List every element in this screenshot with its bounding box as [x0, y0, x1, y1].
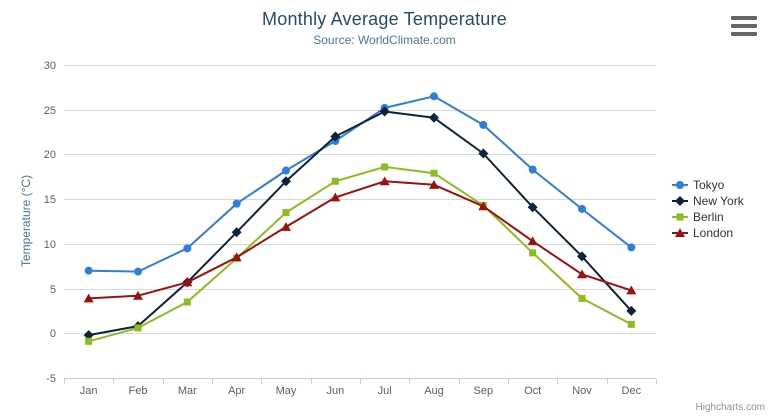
x-axis-label: Sep: [474, 385, 494, 397]
series-marker-new-york[interactable]: [231, 227, 242, 238]
legend-label: London: [693, 226, 734, 240]
series-marker-new-york[interactable]: [478, 148, 489, 159]
series-marker-new-york[interactable]: [527, 202, 538, 213]
x-axis-label: Mar: [178, 385, 197, 397]
series-line-tokyo[interactable]: [87, 95, 633, 273]
legend-symbol: [675, 196, 685, 206]
series-marker-berlin[interactable]: [430, 169, 438, 177]
series-marker-london[interactable]: [478, 201, 489, 211]
series-marker-london[interactable]: [626, 285, 637, 295]
legend-symbol: [676, 213, 684, 221]
x-axis-label: Jul: [378, 385, 392, 397]
diamond-legend-marker-icon: [672, 196, 688, 206]
series-marker-london[interactable]: [330, 192, 341, 202]
series-marker-berlin[interactable]: [85, 337, 93, 345]
x-axis-label: Jun: [326, 385, 344, 397]
series-marker-berlin[interactable]: [183, 298, 191, 306]
x-axis-label: Feb: [129, 385, 148, 397]
series-line-new-york[interactable]: [87, 110, 633, 337]
x-axis-label: Oct: [524, 385, 541, 397]
series-marker-new-york[interactable]: [429, 112, 439, 123]
x-axis-label: Aug: [424, 385, 444, 397]
legend-label: New York: [693, 194, 744, 208]
series-marker-london[interactable]: [231, 252, 242, 262]
hamburger-icon: [731, 16, 757, 20]
y-axis-label: 20: [44, 149, 56, 161]
series-marker-tokyo[interactable]: [232, 199, 241, 208]
triangle-legend-marker-icon: [672, 228, 688, 237]
hamburger-icon: [731, 24, 757, 28]
series-marker-london[interactable]: [577, 269, 587, 279]
x-axis-label: Nov: [572, 385, 592, 397]
legend-symbol: [676, 181, 684, 189]
series-marker-tokyo[interactable]: [578, 204, 586, 213]
y-axis-label: 10: [44, 239, 56, 251]
y-axis-label: 15: [44, 194, 56, 206]
hamburger-icon: [731, 32, 757, 36]
y-axis-label: 0: [50, 328, 56, 340]
series-marker-tokyo[interactable]: [528, 165, 537, 174]
y-axis-label: 25: [44, 105, 56, 117]
series-marker-london[interactable]: [527, 236, 538, 246]
series-marker-london[interactable]: [182, 277, 193, 287]
legend-item-tokyo[interactable]: Tokyo: [672, 177, 744, 193]
series-marker-new-york[interactable]: [83, 330, 94, 341]
series-marker-new-york[interactable]: [330, 131, 341, 142]
series-marker-berlin[interactable]: [578, 294, 586, 302]
series-marker-london[interactable]: [379, 176, 390, 186]
legend-item-berlin[interactable]: Berlin: [672, 209, 744, 225]
series-marker-london[interactable]: [281, 222, 291, 231]
series-marker-new-york[interactable]: [577, 251, 587, 262]
series-marker-tokyo[interactable]: [430, 92, 438, 101]
x-axis-label: Apr: [228, 385, 245, 397]
chart-title: Monthly Average Temperature: [262, 9, 507, 29]
series-marker-london[interactable]: [83, 293, 94, 303]
series-line-london[interactable]: [87, 180, 633, 300]
circle-legend-marker-icon: [672, 181, 688, 189]
series-marker-new-york[interactable]: [379, 106, 390, 117]
highcharts-credits[interactable]: Highcharts.com: [695, 402, 765, 413]
series-marker-london[interactable]: [429, 180, 439, 189]
series-marker-berlin[interactable]: [331, 177, 339, 185]
series-marker-tokyo[interactable]: [627, 243, 636, 252]
series-marker-london[interactable]: [133, 290, 143, 300]
series-marker-new-york[interactable]: [281, 176, 291, 187]
series-marker-tokyo[interactable]: [183, 244, 192, 253]
series-marker-berlin[interactable]: [134, 324, 142, 332]
series-marker-tokyo[interactable]: [282, 166, 290, 175]
series-marker-berlin[interactable]: [381, 163, 389, 171]
series-marker-tokyo[interactable]: [84, 266, 93, 275]
series-line-berlin[interactable]: [87, 165, 633, 343]
legend: Tokyo New York Berlin London: [672, 177, 744, 241]
y-axis-label: 5: [50, 284, 56, 296]
series-marker-berlin[interactable]: [529, 249, 537, 257]
export-menu-button[interactable]: [731, 15, 757, 37]
y-axis-label: 30: [44, 60, 56, 72]
y-axis-label: -5: [46, 373, 56, 385]
x-axis-label: May: [276, 385, 297, 397]
series-marker-berlin[interactable]: [282, 209, 290, 217]
legend-item-london[interactable]: London: [672, 225, 744, 241]
x-axis-label: Jan: [80, 385, 98, 397]
legend-label: Tokyo: [693, 178, 725, 192]
chart-subtitle: Source: WorldClimate.com: [313, 33, 456, 47]
series-marker-new-york[interactable]: [626, 305, 637, 316]
legend-symbol: [675, 228, 685, 237]
y-axis-title: Temperature (°C): [19, 174, 33, 268]
series-marker-berlin[interactable]: [627, 320, 635, 328]
legend-item-new-york[interactable]: New York: [672, 193, 744, 209]
legend-label: Berlin: [693, 210, 724, 224]
series-marker-tokyo[interactable]: [134, 267, 142, 276]
x-axis-label: Dec: [622, 385, 642, 397]
series-marker-tokyo[interactable]: [479, 120, 488, 129]
square-legend-marker-icon: [672, 213, 688, 221]
